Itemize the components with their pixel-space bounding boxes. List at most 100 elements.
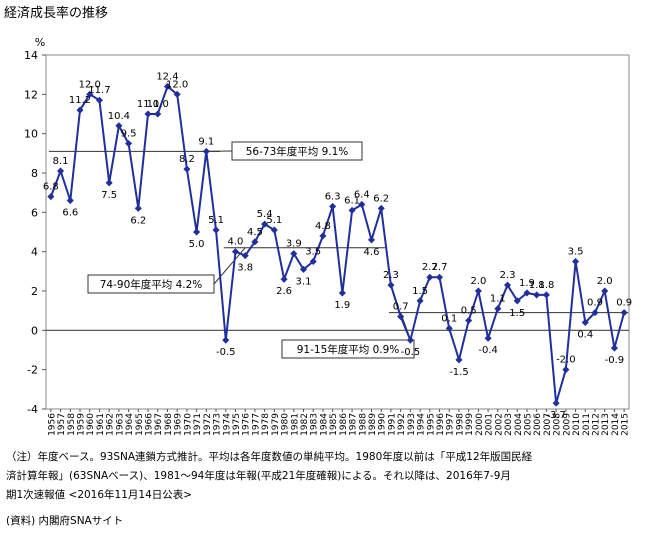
x-tick-label: 2013 — [601, 413, 611, 436]
y-tick-label: 2 — [31, 285, 38, 298]
data-point — [620, 309, 628, 317]
data-label: 5.0 — [189, 239, 205, 250]
data-point — [95, 96, 103, 104]
x-tick-label: 2002 — [494, 413, 504, 436]
x-tick-label: 1963 — [115, 413, 125, 436]
x-tick-label: 1957 — [57, 413, 67, 436]
data-label: 0.9 — [616, 298, 632, 309]
y-axis-unit: % — [35, 36, 45, 49]
data-point — [562, 366, 570, 374]
data-point — [581, 318, 589, 327]
data-label: 6.1 — [344, 195, 360, 206]
data-label: 6.2 — [130, 215, 146, 226]
data-point — [513, 297, 521, 305]
data-label: 8.1 — [53, 156, 69, 167]
data-label: 9.5 — [121, 129, 137, 140]
data-point — [610, 344, 618, 352]
growth-rate-chart: -4 -2 0 2 4 6 8 10 12 14% 1956 1957 1958 1959 1960 1961… — [24, 36, 632, 436]
data-label: 11.7 — [88, 85, 110, 96]
x-tick-label: 1965 — [135, 413, 145, 436]
data-point — [329, 202, 337, 210]
x-tick-label: 1997 — [446, 413, 456, 436]
data-label: 3.8 — [237, 263, 253, 274]
x-tick-label: 1960 — [86, 413, 96, 436]
chart-title: 経済成長率の推移 — [4, 6, 109, 21]
data-point — [523, 289, 531, 297]
data-label: 5.1 — [208, 215, 224, 226]
x-tick-label: 2012 — [591, 413, 601, 436]
data-point — [572, 257, 580, 266]
data-label: 0.7 — [393, 302, 409, 313]
data-point — [387, 281, 395, 289]
data-label: 2.0 — [470, 276, 486, 287]
data-label: 5.4 — [257, 209, 273, 220]
x-tick-label: 1966 — [145, 413, 155, 436]
data-point — [290, 250, 298, 258]
data-label: 0.9 — [587, 298, 603, 309]
data-point — [416, 297, 424, 305]
data-label: 12.0 — [166, 79, 188, 90]
data-label: 6.4 — [354, 189, 370, 200]
average-label: 56-73年度平均 9.1% — [246, 145, 349, 158]
data-point — [57, 167, 65, 175]
data-label: -0.5 — [401, 347, 421, 358]
data-point — [125, 139, 133, 148]
data-point — [309, 257, 317, 266]
data-label: 11.2 — [69, 95, 91, 106]
plot-frame — [45, 54, 630, 410]
x-tick-label: 1984 — [319, 413, 329, 436]
data-point — [241, 252, 249, 260]
data-label: 3.5 — [305, 247, 321, 258]
data-point — [299, 265, 308, 273]
x-tick-label: 1985 — [329, 413, 339, 436]
x-tick-label: 1962 — [106, 413, 116, 436]
x-tick-label: 2003 — [504, 413, 514, 436]
data-label: 12.4 — [156, 71, 178, 82]
data-label: 1.9 — [519, 278, 535, 289]
x-tick-label: 1974 — [222, 413, 232, 436]
data-point — [134, 204, 142, 212]
data-label: 4.8 — [315, 221, 331, 232]
x-tick-label: 1999 — [465, 413, 475, 436]
data-label: -3.7 — [546, 410, 566, 421]
x-tick-label: 1956 — [47, 413, 57, 436]
data-point — [76, 106, 84, 114]
y-tick-label: 10 — [24, 128, 38, 141]
data-point — [474, 287, 482, 295]
x-tick-label: 1989 — [368, 413, 378, 436]
data-point — [115, 122, 123, 130]
x-tick-label: 1958 — [67, 413, 77, 436]
x-tick-label: 2011 — [582, 413, 592, 436]
x-tick-label: 1972 — [203, 413, 213, 436]
x-tick-label: 1961 — [96, 413, 106, 436]
data-label: 1.5 — [412, 286, 428, 297]
x-tick-label: 1976 — [242, 413, 252, 436]
data-label: 1.8 — [529, 280, 545, 291]
data-point — [358, 200, 366, 209]
data-point — [601, 287, 609, 295]
data-label: 6.6 — [62, 208, 78, 219]
data-point — [144, 110, 152, 118]
x-tick-label: 1973 — [213, 413, 223, 436]
data-point — [397, 313, 405, 321]
x-tick-label: 1983 — [310, 413, 320, 436]
x-tick-label: 1979 — [271, 413, 281, 436]
x-tick-label: 1971 — [193, 413, 203, 436]
data-point — [212, 226, 220, 234]
data-label: 6.8 — [43, 182, 59, 193]
data-label: 1.8 — [538, 280, 554, 291]
data-label: 4.0 — [228, 237, 244, 248]
x-tick-label: 2015 — [621, 413, 631, 436]
data-label: 3.9 — [286, 239, 302, 250]
x-tick-label: 2004 — [514, 413, 524, 436]
x-tick-label: 1986 — [339, 413, 349, 436]
data-point — [552, 399, 560, 407]
x-tick-label: 1977 — [251, 413, 261, 436]
average-callout-box — [87, 274, 215, 294]
x-tick-label: 2010 — [572, 413, 582, 436]
data-label: 1.5 — [509, 308, 525, 319]
y-tick-label: -2 — [27, 364, 38, 377]
y-tick-label: 6 — [31, 206, 38, 219]
x-tick-label: 1978 — [261, 413, 271, 436]
data-label: 6.3 — [325, 191, 341, 202]
